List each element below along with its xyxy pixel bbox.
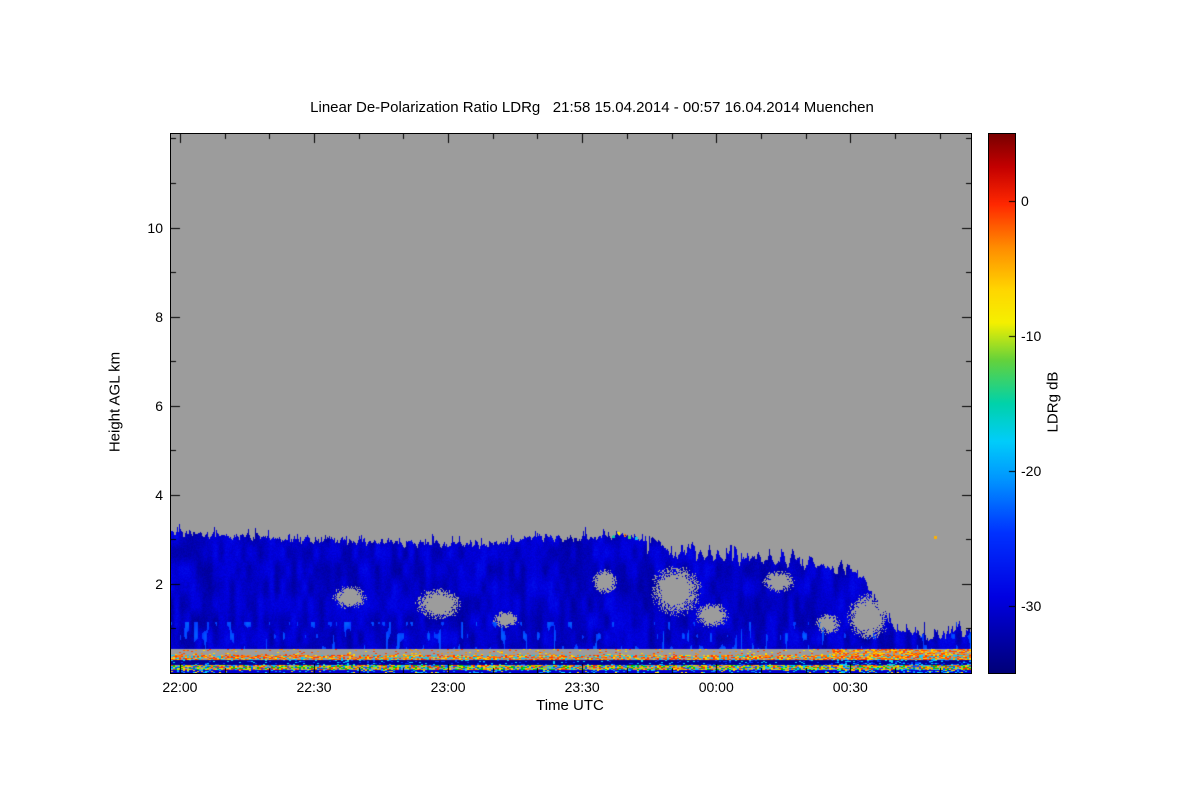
colorbar-tick-label: 0 bbox=[1021, 193, 1029, 210]
x-tick-label: 00:30 bbox=[832, 679, 868, 695]
x-tick-label: 23:00 bbox=[430, 679, 466, 695]
plot-area bbox=[170, 133, 972, 674]
y-tick-label: 10 bbox=[147, 219, 163, 236]
y-tick-label: 4 bbox=[155, 486, 163, 503]
x-tick-label: 22:30 bbox=[296, 679, 332, 695]
colorbar bbox=[988, 133, 1016, 674]
colorbar-tick-label: -10 bbox=[1021, 328, 1042, 345]
y-tick-label: 2 bbox=[155, 575, 163, 592]
x-tick-label: 23:30 bbox=[564, 679, 600, 695]
y-tick-label: 8 bbox=[155, 308, 163, 325]
x-axis-label: Time UTC bbox=[536, 697, 604, 714]
x-tick-label: 00:00 bbox=[698, 679, 734, 695]
y-axis-label: Height AGL km bbox=[106, 351, 124, 453]
colorbar-tick-label: -30 bbox=[1021, 597, 1042, 614]
colorbar-canvas bbox=[989, 134, 1015, 673]
x-tick-label: 22:00 bbox=[162, 679, 198, 695]
colorbar-label: LDRg dB bbox=[1044, 371, 1062, 433]
colorbar-tick-label: -20 bbox=[1021, 462, 1042, 479]
chart-title: Linear De-Polarization Ratio LDRg 21:58 … bbox=[310, 99, 874, 116]
y-tick-label: 6 bbox=[155, 397, 163, 414]
heatmap-canvas bbox=[171, 134, 971, 673]
